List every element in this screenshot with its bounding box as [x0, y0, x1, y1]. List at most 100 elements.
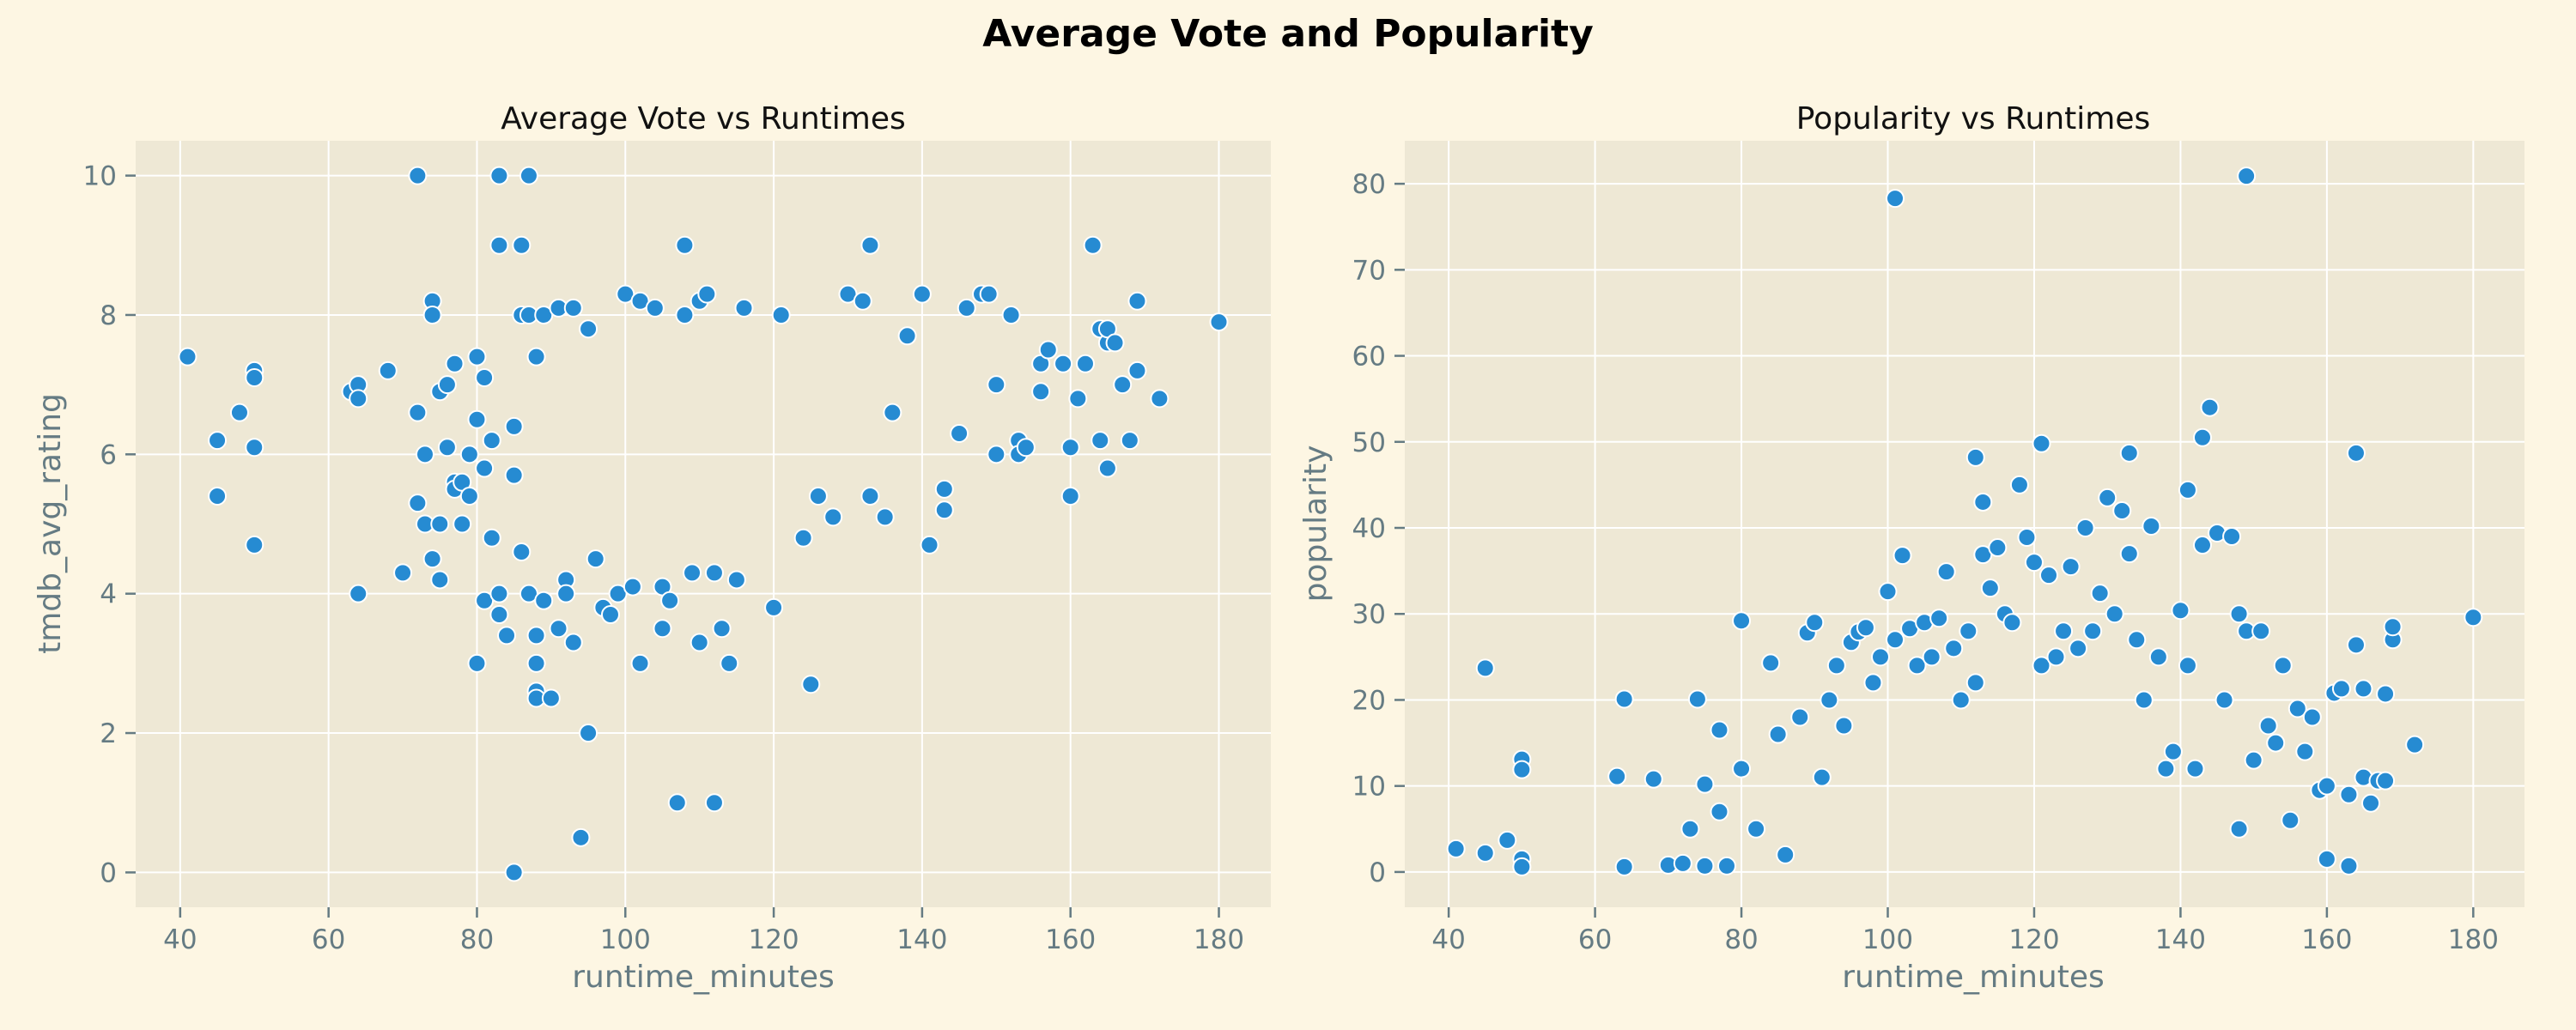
data-point: [675, 305, 695, 324]
data-point: [393, 563, 413, 583]
x-tick-label: 180: [2448, 924, 2499, 955]
y-tick-label: 40: [1352, 513, 1386, 544]
data-point: [2127, 630, 2147, 650]
x-tick: 40: [1431, 907, 1466, 955]
data-point: [645, 298, 665, 318]
y-tick-label: 30: [1352, 599, 1386, 630]
data-point: [2346, 443, 2366, 463]
data-point: [1475, 843, 1495, 863]
data-point: [987, 375, 1006, 395]
data-point: [1614, 689, 1634, 709]
data-point: [482, 528, 501, 548]
data-point: [467, 347, 487, 367]
data-point: [1732, 759, 1752, 779]
data-point: [1856, 618, 1875, 638]
data-point: [2266, 733, 2286, 753]
data-point: [2185, 759, 2205, 779]
data-point: [1498, 830, 1517, 850]
data-point: [623, 577, 642, 597]
data-point: [1120, 431, 1139, 451]
data-point: [987, 445, 1006, 464]
x-tick-label: 120: [748, 924, 799, 955]
data-point: [2346, 635, 2366, 655]
data-point: [475, 368, 495, 388]
data-point: [1980, 579, 2000, 598]
x-tick: 120: [748, 907, 799, 955]
data-point: [1761, 653, 1781, 673]
data-point: [660, 591, 680, 610]
data-point: [1878, 582, 1898, 602]
y-tick: 30: [1352, 599, 1405, 630]
data-point: [1075, 354, 1095, 373]
x-tick-label: 160: [2301, 924, 2352, 955]
data-point: [408, 403, 428, 422]
y-tick: 10: [1352, 772, 1405, 803]
y-tick-label: 2: [100, 718, 117, 749]
data-point: [556, 584, 576, 603]
plot-area: [1405, 141, 2524, 907]
tick-labels: 40 60 80 100 120 140 160 180 0 10 20 30 40 50 60 70 80: [1352, 169, 2499, 955]
y-tick: 2: [100, 718, 136, 749]
data-point: [2317, 849, 2336, 869]
data-point: [704, 563, 724, 583]
data-point: [2229, 604, 2249, 624]
data-point: [1929, 609, 1949, 628]
data-point: [430, 514, 450, 534]
plot-area: [136, 141, 1271, 907]
data-point: [178, 347, 197, 367]
data-point: [2061, 557, 2081, 577]
x-tick: 80: [1724, 907, 1759, 955]
data-point: [534, 591, 554, 610]
y-tick-label: 8: [100, 300, 117, 331]
data-point: [957, 298, 976, 318]
data-point: [2339, 856, 2359, 876]
data-point: [2032, 433, 2051, 453]
data-point: [1614, 857, 1634, 876]
data-point: [541, 688, 561, 708]
data-point: [934, 479, 954, 499]
data-point: [245, 368, 264, 388]
data-point: [653, 619, 672, 639]
data-point: [697, 284, 717, 304]
data-point: [897, 326, 917, 346]
data-point: [1936, 562, 1956, 582]
data-point: [475, 458, 495, 478]
data-point: [2295, 742, 2315, 761]
data-point: [1768, 724, 1788, 744]
data-point: [2009, 475, 2029, 494]
y-tick: 0: [1369, 857, 1405, 888]
chart-title: Average Vote vs Runtimes: [501, 101, 905, 136]
data-point: [563, 298, 583, 318]
data-point: [2281, 810, 2300, 830]
data-point: [667, 793, 687, 813]
data-point: [526, 347, 546, 367]
figure-title: Average Vote and Popularity: [982, 12, 1594, 56]
data-point: [2287, 699, 2307, 718]
y-tick: 50: [1352, 427, 1405, 458]
y-tick-label: 10: [1352, 772, 1386, 803]
data-point: [704, 793, 724, 813]
data-point: [675, 235, 695, 255]
data-point: [504, 863, 524, 882]
data-point: [912, 284, 932, 304]
data-point: [1680, 819, 1700, 839]
x-tick-label: 80: [460, 924, 494, 955]
data-point: [979, 284, 999, 304]
data-point: [489, 166, 509, 185]
data-point: [2119, 544, 2139, 564]
x-tick: 100: [1862, 907, 1913, 955]
data-point: [1512, 760, 1532, 779]
data-point: [482, 431, 501, 451]
x-axis-label: runtime_minutes: [572, 960, 835, 995]
data-point: [860, 487, 880, 506]
data-point: [1805, 613, 1825, 633]
data-point: [630, 653, 650, 673]
data-point: [467, 653, 487, 673]
x-tick-label: 60: [1578, 924, 1612, 955]
data-point: [489, 584, 509, 603]
data-point: [2105, 604, 2124, 624]
data-point: [2090, 584, 2110, 603]
data-point: [1747, 819, 1766, 839]
data-point: [453, 514, 472, 534]
data-point: [349, 389, 368, 409]
